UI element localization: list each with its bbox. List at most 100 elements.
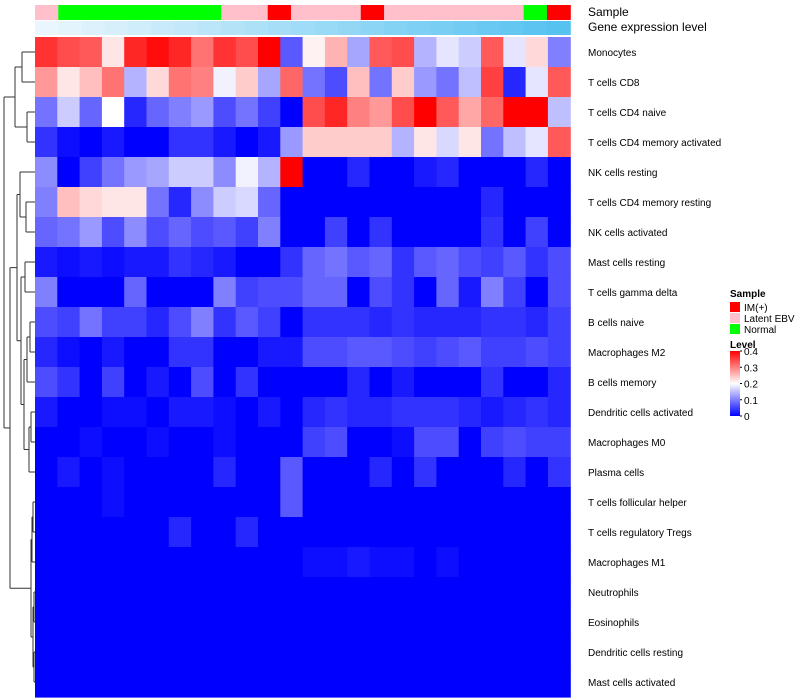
heatmap-cell bbox=[101, 457, 125, 488]
heatmap-cell bbox=[547, 517, 571, 548]
sample-legend-title: Sample bbox=[730, 289, 766, 300]
heatmap-cell bbox=[168, 487, 192, 518]
heatmap-cell bbox=[213, 217, 237, 248]
heatmap-cell bbox=[436, 127, 460, 158]
heatmap-cell bbox=[503, 397, 527, 428]
heatmap-cell bbox=[347, 637, 371, 668]
heatmap-cell bbox=[324, 127, 348, 158]
row-label: Macrophages M0 bbox=[588, 438, 666, 449]
heatmap-cell bbox=[547, 337, 571, 368]
sample-annotation-cell bbox=[221, 5, 246, 20]
heatmap-cell bbox=[124, 127, 148, 158]
heatmap-cell bbox=[258, 37, 281, 68]
heatmap-cell bbox=[213, 517, 237, 548]
heatmap-cell bbox=[280, 337, 304, 368]
heatmap-cell bbox=[168, 67, 192, 98]
heatmap-cell bbox=[458, 157, 482, 188]
heatmap-cell bbox=[414, 547, 437, 578]
heatmap-cell bbox=[414, 397, 437, 428]
heatmap-cell bbox=[235, 427, 259, 458]
heatmap-cell bbox=[258, 157, 281, 188]
heatmap-cell bbox=[302, 37, 326, 68]
heatmap-cell bbox=[458, 427, 482, 458]
expression-annotation-cell bbox=[523, 21, 548, 35]
heatmap-cell bbox=[369, 577, 393, 608]
heatmap-cell bbox=[525, 37, 549, 68]
heatmap-cell bbox=[280, 637, 304, 668]
heatmap-cell bbox=[146, 487, 170, 518]
heatmap-cell bbox=[324, 37, 348, 68]
heatmap-cell bbox=[35, 367, 58, 398]
heatmap-cell bbox=[280, 217, 304, 248]
heatmap-cell bbox=[57, 157, 81, 188]
heatmap-cell bbox=[525, 607, 549, 638]
heatmap-cell bbox=[547, 247, 571, 278]
expression-annotation-label: Gene expression level bbox=[588, 20, 707, 34]
heatmap-cell bbox=[124, 307, 148, 338]
heatmap-cell bbox=[347, 487, 371, 518]
heatmap-cell bbox=[235, 517, 259, 548]
sample-legend-label: Latent EBV bbox=[744, 314, 795, 325]
heatmap-cell bbox=[347, 217, 371, 248]
heatmap-cell bbox=[503, 517, 527, 548]
heatmap-cell bbox=[302, 577, 326, 608]
heatmap-cell bbox=[414, 637, 437, 668]
heatmap-cell bbox=[324, 397, 348, 428]
heatmap-cell bbox=[525, 187, 549, 218]
sample-annotation-cell bbox=[174, 5, 199, 20]
heatmap-cell bbox=[414, 187, 437, 218]
heatmap-cell bbox=[213, 427, 237, 458]
heatmap-cell bbox=[168, 37, 192, 68]
heatmap-cell bbox=[191, 307, 214, 338]
row-label: T cells CD4 memory activated bbox=[588, 138, 721, 149]
heatmap-cell bbox=[525, 547, 549, 578]
heatmap-cell bbox=[414, 307, 437, 338]
heatmap-cell bbox=[35, 547, 58, 578]
heatmap-cell bbox=[35, 67, 58, 98]
heatmap-cell bbox=[258, 637, 281, 668]
heatmap-cell bbox=[79, 517, 103, 548]
heatmap-cell bbox=[302, 397, 326, 428]
heatmap-cell bbox=[146, 427, 170, 458]
heatmap-cell bbox=[124, 67, 148, 98]
heatmap-cell bbox=[302, 667, 326, 698]
heatmap-cell bbox=[57, 607, 81, 638]
heatmap-cell bbox=[391, 487, 415, 518]
heatmap-cell bbox=[168, 97, 192, 128]
sample-annotation-cell bbox=[35, 5, 59, 20]
row-label: Dendritic cells activated bbox=[588, 408, 693, 419]
heatmap-cell bbox=[280, 457, 304, 488]
heatmap-cell bbox=[79, 97, 103, 128]
heatmap-cell bbox=[369, 217, 393, 248]
heatmap-cell bbox=[547, 157, 571, 188]
heatmap-cell bbox=[458, 217, 482, 248]
heatmap-cell bbox=[124, 607, 148, 638]
heatmap-cell bbox=[258, 217, 281, 248]
sample-annotation-label: Sample bbox=[588, 5, 629, 19]
heatmap-cell bbox=[35, 157, 58, 188]
heatmap-cell bbox=[503, 577, 527, 608]
heatmap-cell bbox=[124, 187, 148, 218]
row-label: B cells memory bbox=[588, 378, 656, 389]
heatmap-cell bbox=[369, 427, 393, 458]
heatmap-cell bbox=[302, 457, 326, 488]
heatmap-cell bbox=[503, 337, 527, 368]
heatmap-cell bbox=[458, 367, 482, 398]
heatmap-cell bbox=[324, 547, 348, 578]
heatmap-cell bbox=[146, 97, 170, 128]
sample-annotation-cell bbox=[128, 5, 152, 20]
heatmap-cell bbox=[191, 637, 214, 668]
heatmap-cell bbox=[481, 547, 504, 578]
heatmap-cell bbox=[35, 607, 58, 638]
heatmap-cell bbox=[235, 337, 259, 368]
heatmap-cell bbox=[35, 457, 58, 488]
heatmap-cell bbox=[79, 547, 103, 578]
heatmap-cell bbox=[101, 427, 125, 458]
heatmap-cell bbox=[146, 607, 170, 638]
heatmap-cell bbox=[503, 307, 527, 338]
heatmap-cell bbox=[369, 277, 393, 308]
heatmap-cell bbox=[235, 577, 259, 608]
heatmap-cell bbox=[258, 547, 281, 578]
heatmap-cell bbox=[391, 187, 415, 218]
heatmap-cell bbox=[57, 97, 81, 128]
